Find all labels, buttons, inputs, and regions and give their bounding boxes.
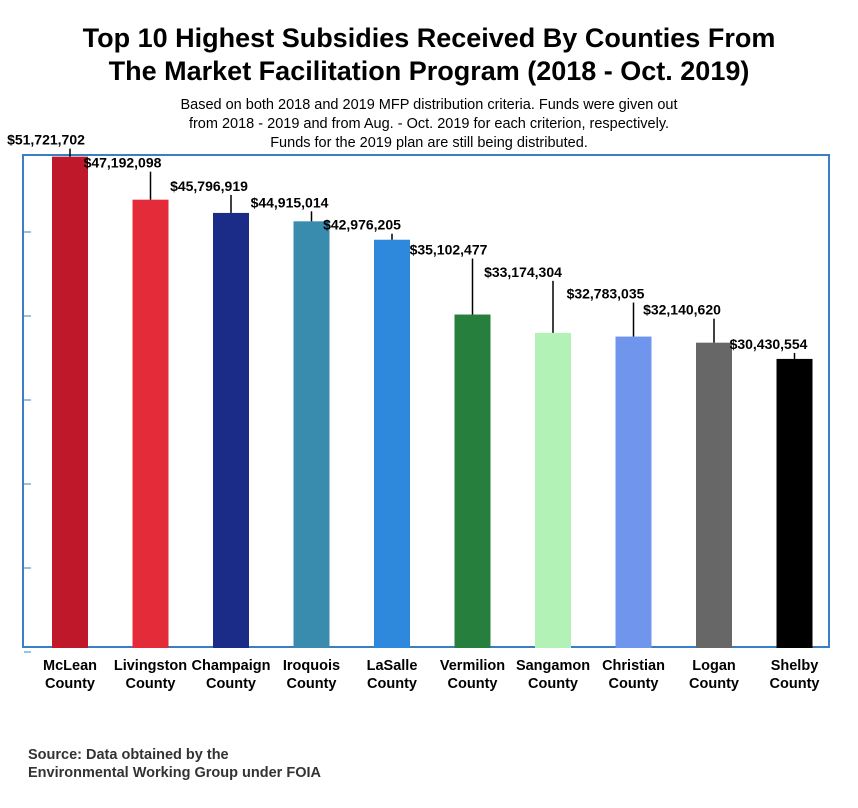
chart-subtitle-line-3: Funds for the 2019 plan are still being … bbox=[270, 135, 588, 151]
x-tick-label: Iroquois bbox=[283, 658, 340, 674]
source-note: Source: Data obtained by the Environment… bbox=[28, 746, 321, 782]
x-tick-label: County bbox=[126, 676, 176, 692]
chart-title-line-2: The Market Facilitation Program (2018 - … bbox=[108, 56, 750, 86]
chart-title: Top 10 Highest Subsidies Received By Cou… bbox=[0, 22, 858, 88]
x-tick-label: Sangamon bbox=[516, 658, 590, 674]
bar bbox=[52, 156, 88, 648]
data-label: $32,783,035 bbox=[567, 286, 645, 302]
x-tick-label: Livingston bbox=[114, 658, 187, 674]
bar bbox=[213, 212, 249, 649]
bar bbox=[535, 332, 571, 648]
chart-subtitle: Based on both 2018 and 2019 MFP distribu… bbox=[0, 96, 858, 153]
chart-subtitle-line-2: from 2018 - 2019 and from Aug. - Oct. 20… bbox=[188, 116, 670, 132]
data-label: $45,796,919 bbox=[170, 178, 248, 194]
bar bbox=[454, 314, 491, 648]
bar bbox=[293, 221, 330, 648]
bar bbox=[696, 342, 732, 648]
source-line-2: Environmental Working Group under FOIA bbox=[28, 765, 321, 781]
x-tick-label: County bbox=[45, 676, 95, 692]
x-tick-label: County bbox=[528, 676, 578, 692]
x-tick-label: McLean bbox=[43, 658, 97, 674]
plot-frame bbox=[22, 154, 830, 648]
data-label: $47,192,098 bbox=[84, 155, 162, 171]
bar bbox=[776, 358, 813, 648]
x-tick-label: County bbox=[770, 676, 820, 692]
bar bbox=[132, 199, 169, 649]
x-tick-label: County bbox=[206, 676, 256, 692]
chart-title-line-1: Top 10 Highest Subsidies Received By Cou… bbox=[82, 23, 776, 53]
x-tick-label: County bbox=[448, 676, 498, 692]
data-label: $51,721,702 bbox=[7, 132, 85, 148]
data-label: $35,102,477 bbox=[410, 242, 488, 258]
bar bbox=[374, 239, 410, 648]
x-tick-label: Shelby bbox=[771, 658, 819, 674]
bar bbox=[615, 336, 652, 648]
x-tick-label: Logan bbox=[692, 658, 736, 674]
data-label: $30,430,554 bbox=[730, 336, 808, 352]
chart-subtitle-line-1: Based on both 2018 and 2019 MFP distribu… bbox=[180, 97, 678, 113]
data-label: $32,140,620 bbox=[643, 302, 721, 318]
source-line-1: Source: Data obtained by the bbox=[28, 747, 229, 763]
x-tick-label: County bbox=[689, 676, 739, 692]
x-tick-label: County bbox=[609, 676, 659, 692]
x-tick-label: Christian bbox=[602, 658, 665, 674]
x-tick-label: County bbox=[367, 676, 417, 692]
data-label: $42,976,205 bbox=[323, 217, 401, 233]
data-label: $44,915,014 bbox=[251, 194, 329, 210]
x-tick-label: Vermilion bbox=[440, 658, 505, 674]
data-label: $33,174,304 bbox=[484, 264, 562, 280]
x-tick-label: County bbox=[287, 676, 337, 692]
x-tick-label: Champaign bbox=[192, 658, 271, 674]
x-tick-label: LaSalle bbox=[367, 658, 418, 674]
